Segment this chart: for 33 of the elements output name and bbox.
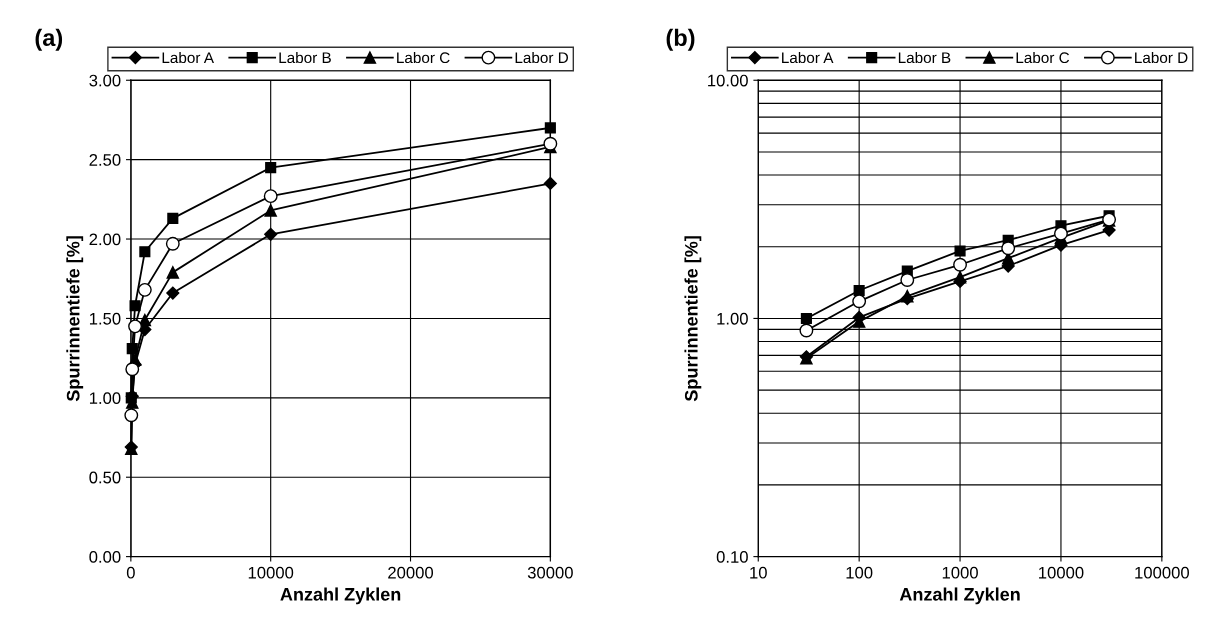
- x-tick-label: 1000: [942, 566, 978, 579]
- x-tick-label: 100000: [1135, 566, 1190, 579]
- y-tick-label: 2.50: [89, 154, 121, 166]
- y-tick-label: 1.00: [717, 312, 748, 325]
- legend-label: Labor D: [515, 51, 569, 64]
- y-axis-title: Spurrinnentiefe [%]: [684, 236, 702, 402]
- x-tick-label: 30000: [527, 566, 573, 579]
- chart-title: (b): [666, 28, 695, 51]
- y-tick-label: 0.50: [89, 471, 121, 484]
- legend-label: Labor A: [162, 51, 214, 64]
- y-tick-label: 10.00: [708, 74, 748, 87]
- y-tick-label: 1.50: [89, 312, 121, 325]
- legend-label: Labor B: [279, 51, 331, 64]
- legend-label: Labor A: [782, 51, 834, 64]
- y-tick-label: 0.10: [716, 551, 748, 563]
- x-tick-label: 100: [846, 566, 873, 579]
- legend-label: Labor C: [1016, 51, 1070, 64]
- x-tick-label: 10000: [1039, 566, 1084, 579]
- y-tick-label: 0.00: [89, 551, 121, 563]
- x-tick-label: 10: [750, 566, 767, 579]
- legend-label: Labor C: [397, 51, 450, 64]
- x-tick-label: 20000: [388, 566, 434, 579]
- legend-label: Labor D: [1135, 51, 1188, 64]
- y-axis-title: Spurrinnentiefe [%]: [66, 236, 84, 402]
- x-axis-title: Anzahl Zyklen: [280, 587, 401, 605]
- y-tick-label: 2.00: [89, 233, 121, 246]
- legend-label: Labor B: [898, 51, 951, 64]
- x-axis-title: Anzahl Zyklen: [899, 587, 1020, 605]
- x-tick-label: 10000: [248, 566, 294, 579]
- y-tick-label: 1.00: [89, 392, 121, 405]
- chart-title: (a): [35, 28, 63, 51]
- y-tick-label: 3.00: [89, 74, 121, 87]
- x-tick-label: 0: [126, 566, 135, 579]
